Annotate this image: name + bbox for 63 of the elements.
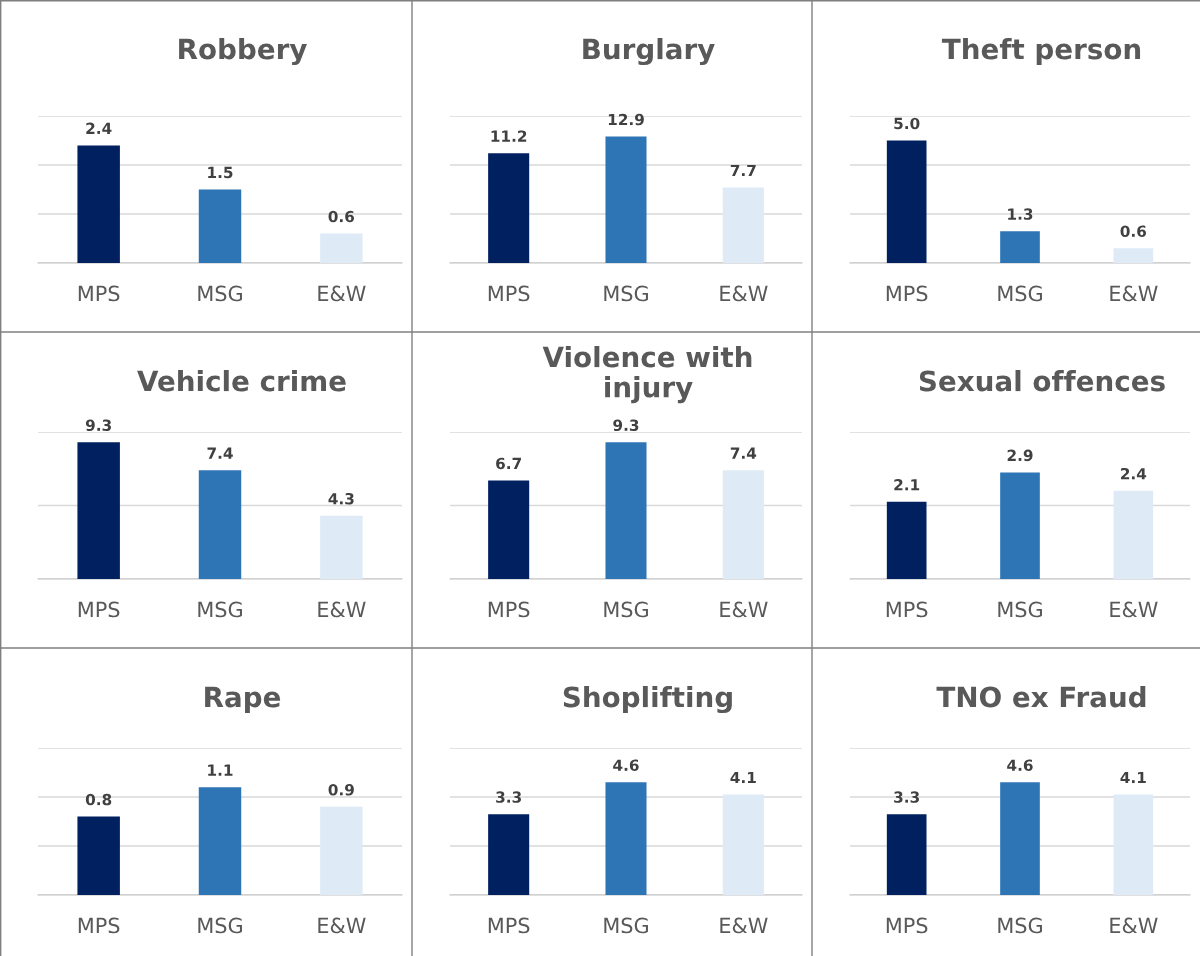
x-tick-label: MSG — [998, 601, 1042, 618]
data-label: 7.7 — [730, 164, 756, 177]
chart-title: Burglary — [583, 38, 715, 66]
x-tick-label: E&W — [1110, 601, 1158, 618]
data-label: 4.1 — [1120, 771, 1146, 784]
data-label: 9.3 — [85, 419, 111, 431]
chart-title: Sexual offences — [919, 370, 1165, 392]
data-label: 11.2 — [491, 130, 527, 142]
x-tick-label: MPS — [488, 601, 530, 618]
x-tick-label: E&W — [318, 917, 366, 934]
x-tick-label: E&W — [318, 285, 366, 302]
x-tick-label: E&W — [720, 285, 768, 302]
x-tick-label: MPS — [488, 285, 530, 302]
x-tick-label: MPS — [488, 917, 530, 934]
x-tick-label: MSG — [604, 601, 648, 618]
x-tick-label: MSG — [604, 285, 648, 302]
x-tick-label: MPS — [78, 601, 120, 618]
chart-title: Shoplifting — [563, 686, 732, 714]
data-label: 3.3 — [496, 791, 521, 803]
data-label: 0.9 — [328, 783, 354, 796]
chart-title: Theft person — [941, 38, 1141, 65]
data-label: 6.7 — [496, 457, 521, 470]
data-label: 3.3 — [894, 791, 919, 803]
chart-title: Robbery — [179, 38, 307, 66]
x-tick-label: MSG — [198, 917, 242, 934]
x-tick-label: MSG — [198, 601, 242, 618]
data-label: 0.6 — [1120, 225, 1147, 238]
data-label: 7.4 — [730, 447, 757, 459]
x-tick-label: MPS — [886, 601, 928, 618]
data-label: 1.1 — [208, 764, 233, 776]
x-tick-label: E&W — [720, 917, 768, 934]
data-label: 1.5 — [208, 166, 233, 179]
x-tick-label: MPS — [78, 285, 120, 302]
data-label: 0.8 — [85, 793, 112, 806]
x-tick-label: MSG — [998, 917, 1042, 934]
chart-title: Rape — [205, 686, 281, 713]
data-label: 12.9 — [608, 113, 644, 126]
x-tick-label: MSG — [998, 285, 1042, 302]
x-tick-label: MSG — [198, 285, 242, 302]
x-tick-label: E&W — [720, 601, 768, 618]
x-tick-label: E&W — [1110, 285, 1158, 302]
x-tick-label: MPS — [78, 917, 120, 934]
chart-title: TNO ex Fraud — [936, 686, 1146, 708]
data-label: 2.4 — [86, 122, 112, 134]
data-label: 4.6 — [1007, 759, 1033, 772]
x-tick-label: MPS — [886, 917, 928, 934]
data-label: 2.4 — [1121, 467, 1147, 480]
data-label: 9.3 — [613, 419, 639, 431]
x-tick-label: MSG — [604, 917, 648, 934]
data-label: 2.1 — [894, 478, 920, 491]
data-label: 7.4 — [207, 447, 233, 459]
data-label: 0.6 — [328, 210, 355, 223]
chart-title: Vehicle crime — [137, 370, 346, 392]
x-tick-label: MPS — [886, 285, 928, 302]
chart-title: Violence with injury — [542, 346, 752, 404]
data-label: 5.0 — [894, 117, 920, 130]
data-label: 4.3 — [328, 492, 354, 505]
x-tick-label: E&W — [318, 601, 366, 618]
x-tick-label: E&W — [1110, 917, 1158, 934]
data-label: 2.9 — [1007, 449, 1033, 462]
data-label: 1.3 — [1008, 208, 1033, 220]
data-label: 4.1 — [730, 771, 756, 784]
data-label: 4.6 — [613, 759, 639, 772]
